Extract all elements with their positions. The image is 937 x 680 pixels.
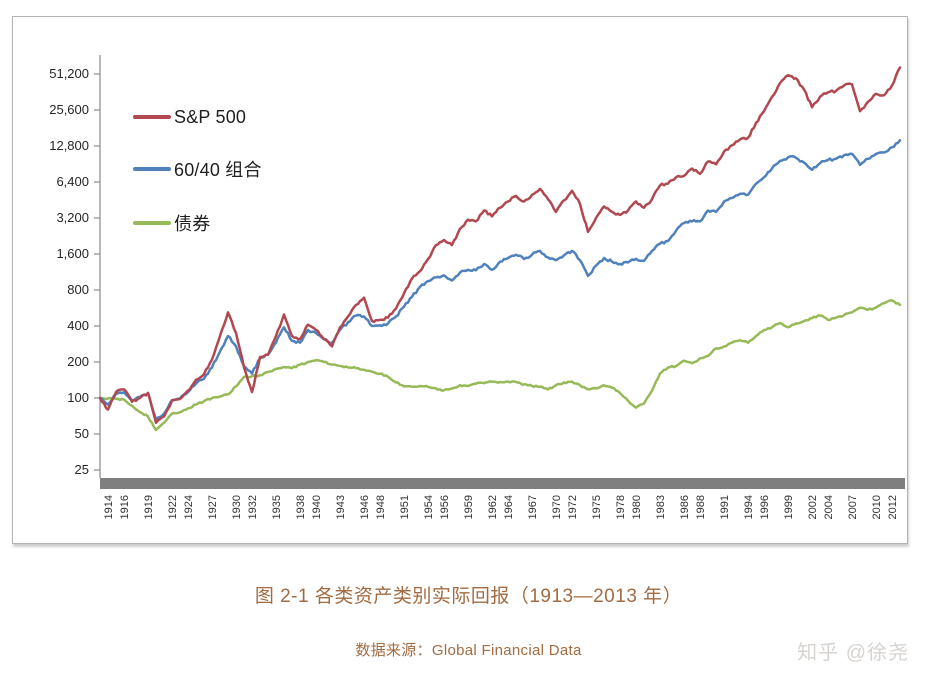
svg-text:1999: 1999 [783, 495, 795, 519]
svg-text:1967: 1967 [527, 495, 539, 519]
legend-label-bonds: 债券 [174, 214, 211, 234]
svg-text:1922: 1922 [167, 495, 179, 519]
svg-text:1943: 1943 [335, 495, 347, 519]
svg-text:1924: 1924 [183, 495, 195, 519]
svg-text:50: 50 [75, 426, 89, 441]
svg-text:2010: 2010 [871, 495, 883, 519]
svg-text:1930: 1930 [231, 495, 243, 519]
svg-text:1994: 1994 [743, 495, 755, 519]
legend-item-sp500: S&P 500 [133, 107, 246, 127]
6040-line-swatch [133, 167, 171, 171]
svg-text:51,200: 51,200 [49, 66, 89, 81]
svg-text:1986: 1986 [679, 495, 691, 519]
zhihu-watermark: 知乎 @徐尧 [797, 642, 909, 664]
svg-text:800: 800 [67, 282, 89, 297]
svg-text:1978: 1978 [615, 495, 627, 519]
svg-text:1951: 1951 [399, 495, 411, 519]
svg-text:1954: 1954 [423, 495, 435, 519]
svg-text:3,200: 3,200 [56, 210, 89, 225]
legend-item-6040: 60/40 组合 [133, 159, 262, 180]
svg-text:1938: 1938 [295, 495, 307, 519]
legend-label-6040: 60/40 组合 [174, 160, 262, 180]
svg-text:1991: 1991 [719, 495, 731, 519]
svg-text:1983: 1983 [655, 495, 667, 519]
legend-label-sp500: S&P 500 [174, 106, 247, 127]
svg-text:2004: 2004 [823, 495, 835, 519]
svg-text:1919: 1919 [143, 495, 155, 519]
svg-text:1,600: 1,600 [56, 246, 89, 261]
svg-text:1959: 1959 [463, 495, 475, 519]
svg-text:1975: 1975 [591, 495, 603, 519]
svg-text:25,600: 25,600 [49, 102, 89, 117]
svg-text:6,400: 6,400 [56, 174, 89, 189]
svg-text:1972: 1972 [567, 495, 579, 519]
svg-text:2007: 2007 [847, 495, 859, 519]
svg-text:1916: 1916 [119, 495, 131, 519]
svg-text:1948: 1948 [375, 495, 387, 519]
svg-text:1914: 1914 [103, 495, 115, 519]
svg-text:1988: 1988 [695, 495, 707, 519]
svg-text:1927: 1927 [207, 495, 219, 519]
sp500-line-swatch [133, 115, 171, 119]
chart-frame: 25 50 100 200 400 800 1,600 3,200 6,400 12,800 25,… [12, 16, 908, 544]
asset-returns-line-chart: 25 50 100 200 400 800 1,600 3,200 6,400 12,800 25,… [49, 55, 905, 519]
svg-text:1946: 1946 [359, 495, 371, 519]
svg-text:1935: 1935 [271, 495, 283, 519]
legend-item-bonds: 债券 [133, 213, 211, 234]
svg-text:1980: 1980 [631, 495, 643, 519]
svg-text:1932: 1932 [247, 495, 259, 519]
figure-title: 图 2-1 各类资产类别实际回报（1913—2013 年） [254, 586, 683, 607]
svg-text:12,800: 12,800 [49, 138, 89, 153]
data-source-note: 数据来源：Global Financial Data [355, 642, 582, 659]
svg-text:1970: 1970 [551, 495, 563, 519]
svg-text:200: 200 [67, 354, 89, 369]
bonds-line-swatch [133, 221, 171, 225]
svg-text:1964: 1964 [503, 495, 515, 519]
svg-text:1962: 1962 [487, 495, 499, 519]
svg-text:1996: 1996 [759, 495, 771, 519]
svg-text:100: 100 [67, 390, 89, 405]
svg-text:25: 25 [75, 462, 89, 477]
svg-text:1956: 1956 [439, 495, 451, 519]
svg-text:2002: 2002 [807, 495, 819, 519]
svg-text:2012: 2012 [887, 495, 899, 519]
svg-text:1940: 1940 [311, 495, 323, 519]
svg-text:400: 400 [67, 318, 89, 333]
